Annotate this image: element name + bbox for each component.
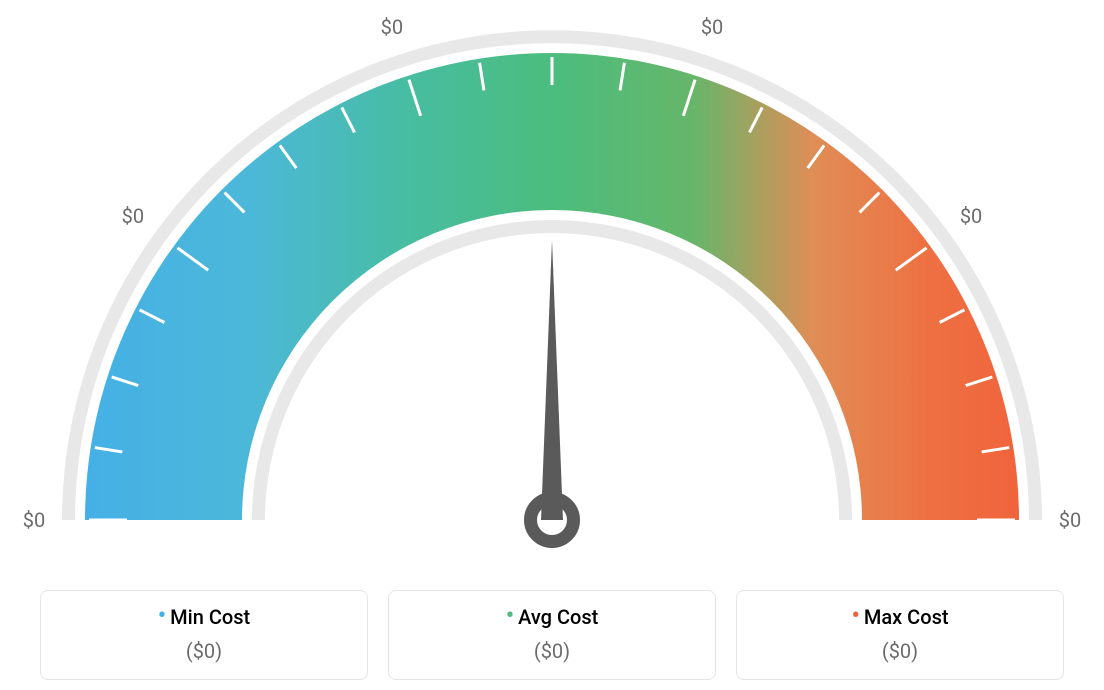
legend-card-min: • Min Cost ($0) — [40, 590, 368, 680]
gauge-svg — [0, 0, 1104, 560]
legend-label: Min Cost — [170, 605, 250, 629]
gauge-tick-label: $0 — [960, 204, 982, 228]
gauge-tick-label: $0 — [701, 15, 723, 39]
legend-label: Max Cost — [864, 605, 949, 629]
gauge-chart: $0 $0 $0 $0 $0 $0 — [0, 0, 1104, 560]
legend-card-max: • Max Cost ($0) — [736, 590, 1064, 680]
legend-title-avg: • Avg Cost — [506, 605, 599, 629]
legend-card-avg: • Avg Cost ($0) — [388, 590, 716, 680]
gauge-tick-label: $0 — [1059, 508, 1081, 532]
gauge-tick-label: $0 — [381, 15, 403, 39]
legend-value-max: ($0) — [747, 639, 1053, 663]
legend-title-min: • Min Cost — [158, 605, 250, 629]
legend-label: Avg Cost — [518, 605, 598, 629]
legend-title-max: • Max Cost — [851, 605, 948, 629]
legend-value-min: ($0) — [51, 639, 357, 663]
legend-value-avg: ($0) — [399, 639, 705, 663]
gauge-tick-label: $0 — [122, 204, 144, 228]
gauge-tick-label: $0 — [23, 508, 45, 532]
legend-row: • Min Cost ($0) • Avg Cost ($0) • Max Co… — [0, 590, 1104, 680]
